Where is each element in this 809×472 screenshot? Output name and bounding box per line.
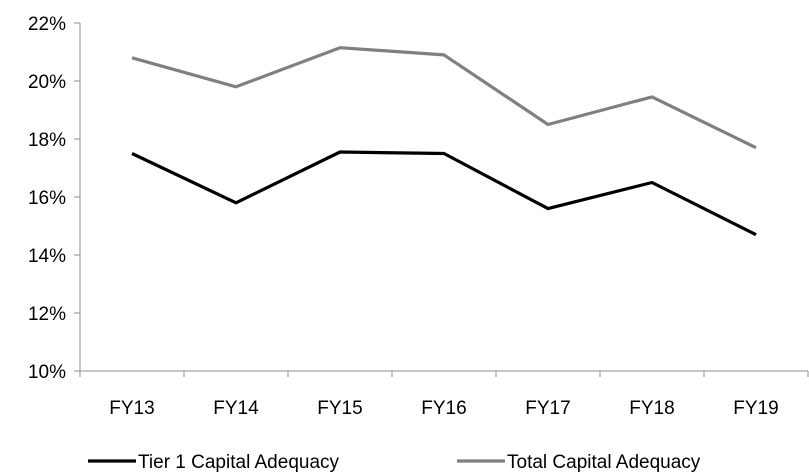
x-tick-label: FY15 <box>317 398 362 419</box>
x-tick-labels: FY13 FY14 FY15 FY16 FY17 FY18 FY19 <box>109 398 778 419</box>
y-tick-label: 12% <box>28 304 66 325</box>
legend-label: Total Capital Adequacy <box>507 452 701 472</box>
y-tick-label: 18% <box>28 130 66 151</box>
y-tick-label: 10% <box>28 362 66 383</box>
x-tick-label: FY19 <box>733 398 778 419</box>
x-tick-label: FY17 <box>525 398 570 419</box>
y-tick-label: 14% <box>28 246 66 267</box>
y-tick-label: 22% <box>28 14 66 35</box>
axes <box>74 22 809 377</box>
legend-label: Tier 1 Capital Adequacy <box>138 452 340 472</box>
legend: Tier 1 Capital Adequacy Total Capital Ade… <box>88 452 701 472</box>
series-lines <box>131 46 757 237</box>
x-tick-label: FY13 <box>109 398 154 419</box>
legend-item: Tier 1 Capital Adequacy <box>88 452 340 472</box>
series-line-tier1 <box>131 150 757 237</box>
y-tick-labels: 10% 12% 14% 16% 18% 20% 22% <box>28 14 66 383</box>
series-line-total <box>131 46 757 150</box>
y-tick-label: 20% <box>28 72 66 93</box>
legend-item: Total Capital Adequacy <box>457 452 701 472</box>
x-tick-label: FY14 <box>213 398 259 419</box>
x-tick-label: FY16 <box>421 398 466 419</box>
y-tick-label: 16% <box>28 188 66 209</box>
x-tick-label: FY18 <box>629 398 674 419</box>
